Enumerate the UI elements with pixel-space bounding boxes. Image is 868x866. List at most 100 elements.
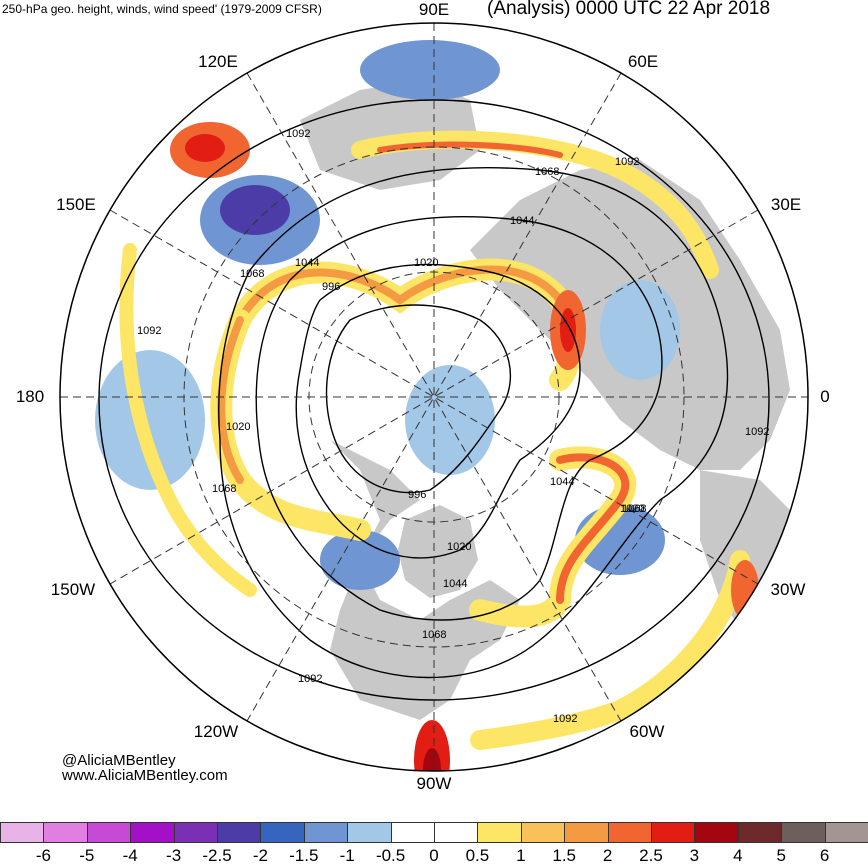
colorbar-label: -2.5	[202, 846, 232, 865]
anomaly-neg-canada	[320, 530, 400, 590]
contour-label: 1092	[298, 673, 322, 685]
jet-band-outer	[351, 130, 719, 279]
colorbar-swatch	[390, 822, 435, 843]
product-title: 250-hPa geo. height, winds, wind speed' …	[2, 2, 322, 16]
contour-1068	[218, 166, 729, 679]
contour-label: 1068	[422, 629, 446, 641]
contour-labels: 1092 1068 1044 1020 996 1020 1044 1068 1…	[137, 128, 769, 725]
colorbar-swatch	[86, 822, 132, 843]
jet-band-pacific	[119, 243, 257, 597]
map-border	[59, 22, 809, 772]
jet-band-east-core	[556, 453, 630, 604]
author-handle: @AliciaMBentley	[62, 752, 176, 769]
colorbar-label: 1	[516, 846, 526, 865]
meridian-120	[246, 72, 622, 722]
colorbar-swatch	[651, 822, 696, 843]
contour-label: 1068	[240, 268, 264, 280]
contour-1020	[295, 263, 581, 559]
anomaly-neg-north	[360, 40, 500, 100]
colorbar-swatch	[520, 822, 566, 843]
meridian-30	[109, 209, 759, 585]
jet-band-polar-core	[236, 265, 564, 324]
colorbar-label: -1.5	[289, 846, 319, 865]
contour-label: 1044	[550, 476, 574, 488]
contour-1044	[255, 215, 663, 621]
colorbar-label: 1.5	[552, 846, 577, 865]
colorbar-swatch	[347, 822, 392, 843]
contour-label: 1068	[535, 166, 559, 178]
colorbar-swatch	[477, 822, 522, 843]
meridian-150	[109, 209, 759, 585]
colorbar: -6 -5 -4 -3 -2.5 -2 -1.5 -1 -0.5 0 0.5 1 1.5 2 2.5 3 4 5 6	[0, 822, 868, 865]
colorbar-swatch	[781, 822, 826, 843]
contour-label: 1020	[226, 421, 250, 433]
colorbar-label: 0	[429, 846, 439, 865]
contour-label: 1068	[622, 503, 646, 515]
colorbar-swatch	[130, 822, 175, 843]
colorbar-swatch	[43, 822, 88, 843]
jet-band-outer-core	[377, 141, 563, 158]
contour-996	[325, 304, 512, 494]
lon-label-150w: 150W	[50, 580, 96, 599]
author-website: www.AliciaMBentley.com	[62, 767, 228, 784]
contour-label: 1092	[745, 426, 769, 438]
anomaly-pos-kamchatka-core	[185, 134, 225, 162]
contour-label: 1092	[286, 128, 310, 140]
lon-label-30e: 30E	[770, 195, 802, 214]
meridian-60	[246, 72, 622, 722]
contour-label: 1044	[295, 257, 319, 269]
colorbar-label: 4	[733, 846, 743, 865]
colorbar-swatch	[303, 822, 349, 843]
lon-label-0: 0	[820, 387, 830, 406]
jet-band-atlantic	[470, 550, 750, 750]
lon-label-150e: 150E	[56, 195, 96, 214]
contour-label: 1020	[620, 503, 644, 515]
anomaly-pos-scandinavia-core	[560, 308, 576, 352]
contour-label: 1020	[447, 541, 471, 553]
land-greenland	[398, 505, 478, 598]
lon-label-30w: 30W	[770, 580, 806, 599]
jet-band-west-core	[217, 316, 244, 484]
polar-map: 1092 1068 1044 1020 996 1020 1044 1068 1…	[59, 22, 809, 772]
colorbar-label: 2.5	[639, 846, 663, 865]
contour-label: 1092	[137, 325, 161, 337]
colorbar-swatch	[173, 822, 218, 843]
lon-label-60w: 60W	[629, 722, 665, 741]
lon-label-90e: 90E	[418, 0, 450, 19]
colorbar-swatch	[607, 822, 652, 843]
lon-label-180: 180	[15, 387, 45, 406]
colorbar-label: 2	[602, 846, 613, 865]
contour-label: 1068	[212, 483, 236, 495]
anomaly-neg-pacific	[95, 350, 205, 490]
colorbar-label: 3	[689, 846, 700, 865]
colorbar-label: -0.5	[375, 846, 406, 865]
anomaly-neg-siberia-core	[220, 185, 290, 235]
colorbar-swatch	[217, 822, 262, 843]
colorbar-label: -1	[339, 846, 355, 865]
positive-anomalies	[119, 130, 750, 750]
colorbar-label: 6	[819, 846, 830, 865]
colorbar-swatch	[694, 822, 739, 843]
colorbar-label: 5	[776, 846, 786, 865]
colorbar-label: -2	[252, 846, 268, 865]
strong-positive-anomalies	[170, 122, 759, 771]
colorbar-label: -4	[122, 846, 138, 865]
contour-label: 1020	[414, 257, 438, 269]
colorbar-label: -3	[166, 846, 182, 865]
colorbar-label: 0.5	[465, 846, 490, 865]
lon-label-120e: 120E	[198, 52, 238, 71]
colorbar-swatch	[564, 822, 609, 843]
graticule	[60, 23, 808, 771]
lon-label-60e: 60E	[627, 52, 659, 71]
colorbar-swatch	[0, 822, 45, 843]
valid-time-title: (Analysis) 0000 UTC 22 Apr 2018	[487, 0, 771, 19]
anomaly-neg-europe	[600, 280, 680, 380]
colorbar-label: -6	[35, 846, 51, 865]
lon-label-90w: 90W	[416, 774, 452, 793]
anomaly-pos-mexico-core	[423, 748, 441, 771]
colorbar-swatch	[260, 822, 305, 843]
colorbar-swatch	[824, 822, 868, 843]
colorbar-label: -5	[79, 846, 95, 865]
land-north-america	[330, 440, 520, 720]
